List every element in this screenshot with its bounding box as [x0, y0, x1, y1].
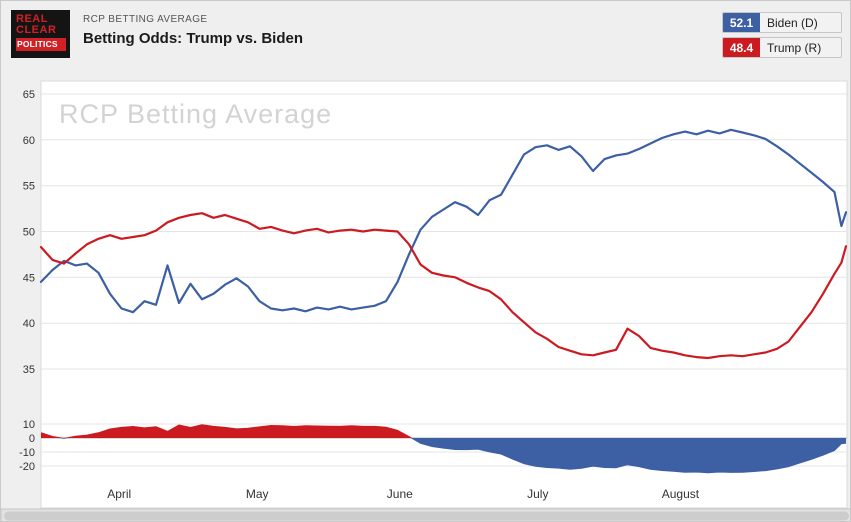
main-y-tick-label: 35 — [23, 364, 35, 376]
scrollbar-thumb[interactable] — [4, 511, 849, 521]
rcp-logo-line-clear: CLEAR — [16, 24, 57, 36]
spread-y-tick-label: -10 — [19, 447, 35, 459]
trump-line — [39, 212, 848, 360]
main-y-tick-label: 65 — [23, 89, 35, 101]
legend-item-trump[interactable]: 48.4 Trump (R) — [722, 37, 842, 58]
spread-edge-biden — [58, 438, 847, 474]
main-y-tick-label: 50 — [23, 227, 35, 239]
legend-item-biden[interactable]: 52.1 Biden (D) — [722, 12, 842, 33]
biden-value-badge: 52.1 — [723, 13, 760, 32]
rcp-logo[interactable]: REAL CLEAR POLITICS — [11, 10, 70, 58]
spread-y-tick-label: -20 — [19, 461, 35, 473]
header: REAL CLEAR POLITICS RCP BETTING AVERAGE … — [1, 1, 850, 71]
biden-legend-label: Biden (D) — [767, 15, 818, 30]
chart-kicker: RCP BETTING AVERAGE — [83, 14, 208, 25]
trump-legend-label: Trump (R) — [767, 40, 822, 55]
main-y-tick-label: 45 — [23, 272, 35, 284]
spread-area-trump-lead — [41, 424, 846, 438]
main-y-tick-label: 40 — [23, 318, 35, 330]
main-y-tick-label: 60 — [23, 135, 35, 147]
x-axis-month-label: April — [107, 487, 131, 501]
trump-value-badge: 48.4 — [723, 38, 760, 57]
rcp-logo-line-real: REAL — [16, 13, 48, 25]
x-axis-month-label: June — [387, 487, 413, 501]
chart-titles: RCP BETTING AVERAGE Betting Odds: Trump … — [83, 14, 303, 47]
x-axis-month-label: August — [662, 487, 700, 501]
x-axis-month-label: July — [527, 487, 548, 501]
spread-y-tick-label: 0 — [29, 433, 35, 445]
spread-edge-trump — [41, 424, 413, 438]
rcp-logo-line-politics: POLITICS — [16, 38, 66, 51]
page-title: Betting Odds: Trump vs. Biden — [83, 30, 304, 47]
x-axis-month-label: May — [246, 487, 269, 501]
spread-y-tick-label: 10 — [23, 419, 35, 431]
biden-line — [39, 128, 848, 314]
legend: 52.1 Biden (D) 48.4 Trump (R) — [722, 12, 842, 62]
main-y-tick-label: 55 — [23, 181, 35, 193]
spread-area-biden-lead — [41, 438, 846, 473]
